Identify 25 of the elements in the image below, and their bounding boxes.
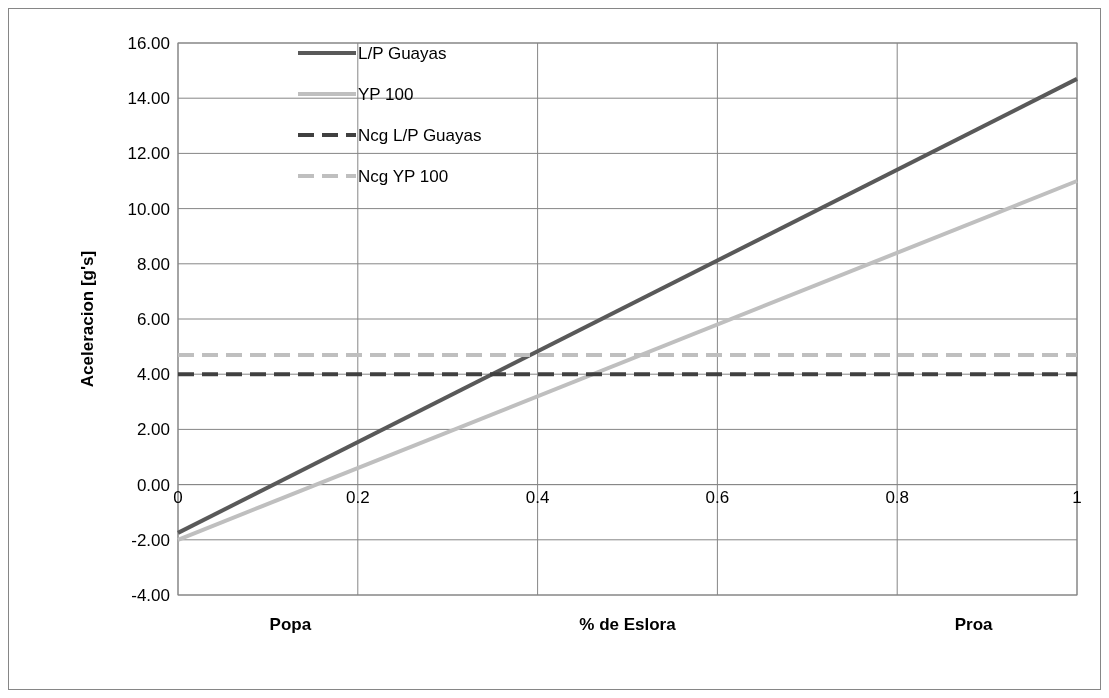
legend-label: YP 100	[358, 84, 414, 104]
legend-label: Ncg L/P Guayas	[358, 125, 482, 145]
x-tick-label: 0.4	[525, 487, 550, 507]
y-tick-label: -2.00	[131, 530, 170, 550]
x-tick-label: 0.8	[885, 487, 910, 507]
x-tick-label: 1	[1072, 487, 1082, 507]
x-axis-title: % de Eslora	[579, 615, 677, 634]
y-tick-label: 14.00	[127, 89, 170, 109]
y-tick-label: 2.00	[136, 420, 170, 440]
y-tick-label: 8.00	[136, 254, 170, 274]
legend-label: Ncg YP 100	[358, 166, 449, 186]
legend-label: L/P Guayas	[358, 43, 447, 63]
y-tick-label: -4.00	[131, 585, 170, 605]
y-tick-label: 0.00	[136, 475, 170, 495]
x-tick-label: 0	[173, 487, 183, 507]
text: Popa	[269, 615, 312, 634]
y-tick-label: 6.00	[136, 309, 170, 329]
y-axis-title: Aceleracion [g's]	[78, 250, 97, 388]
y-tick-label: 4.00	[136, 365, 170, 385]
y-tick-label: 16.00	[127, 33, 170, 53]
y-tick-label: 10.00	[127, 199, 170, 219]
text: Proa	[954, 615, 994, 634]
x-tick-label: 0.2	[345, 487, 370, 507]
x-tick-label: 0.6	[705, 487, 730, 507]
y-tick-label: 12.00	[127, 144, 170, 164]
